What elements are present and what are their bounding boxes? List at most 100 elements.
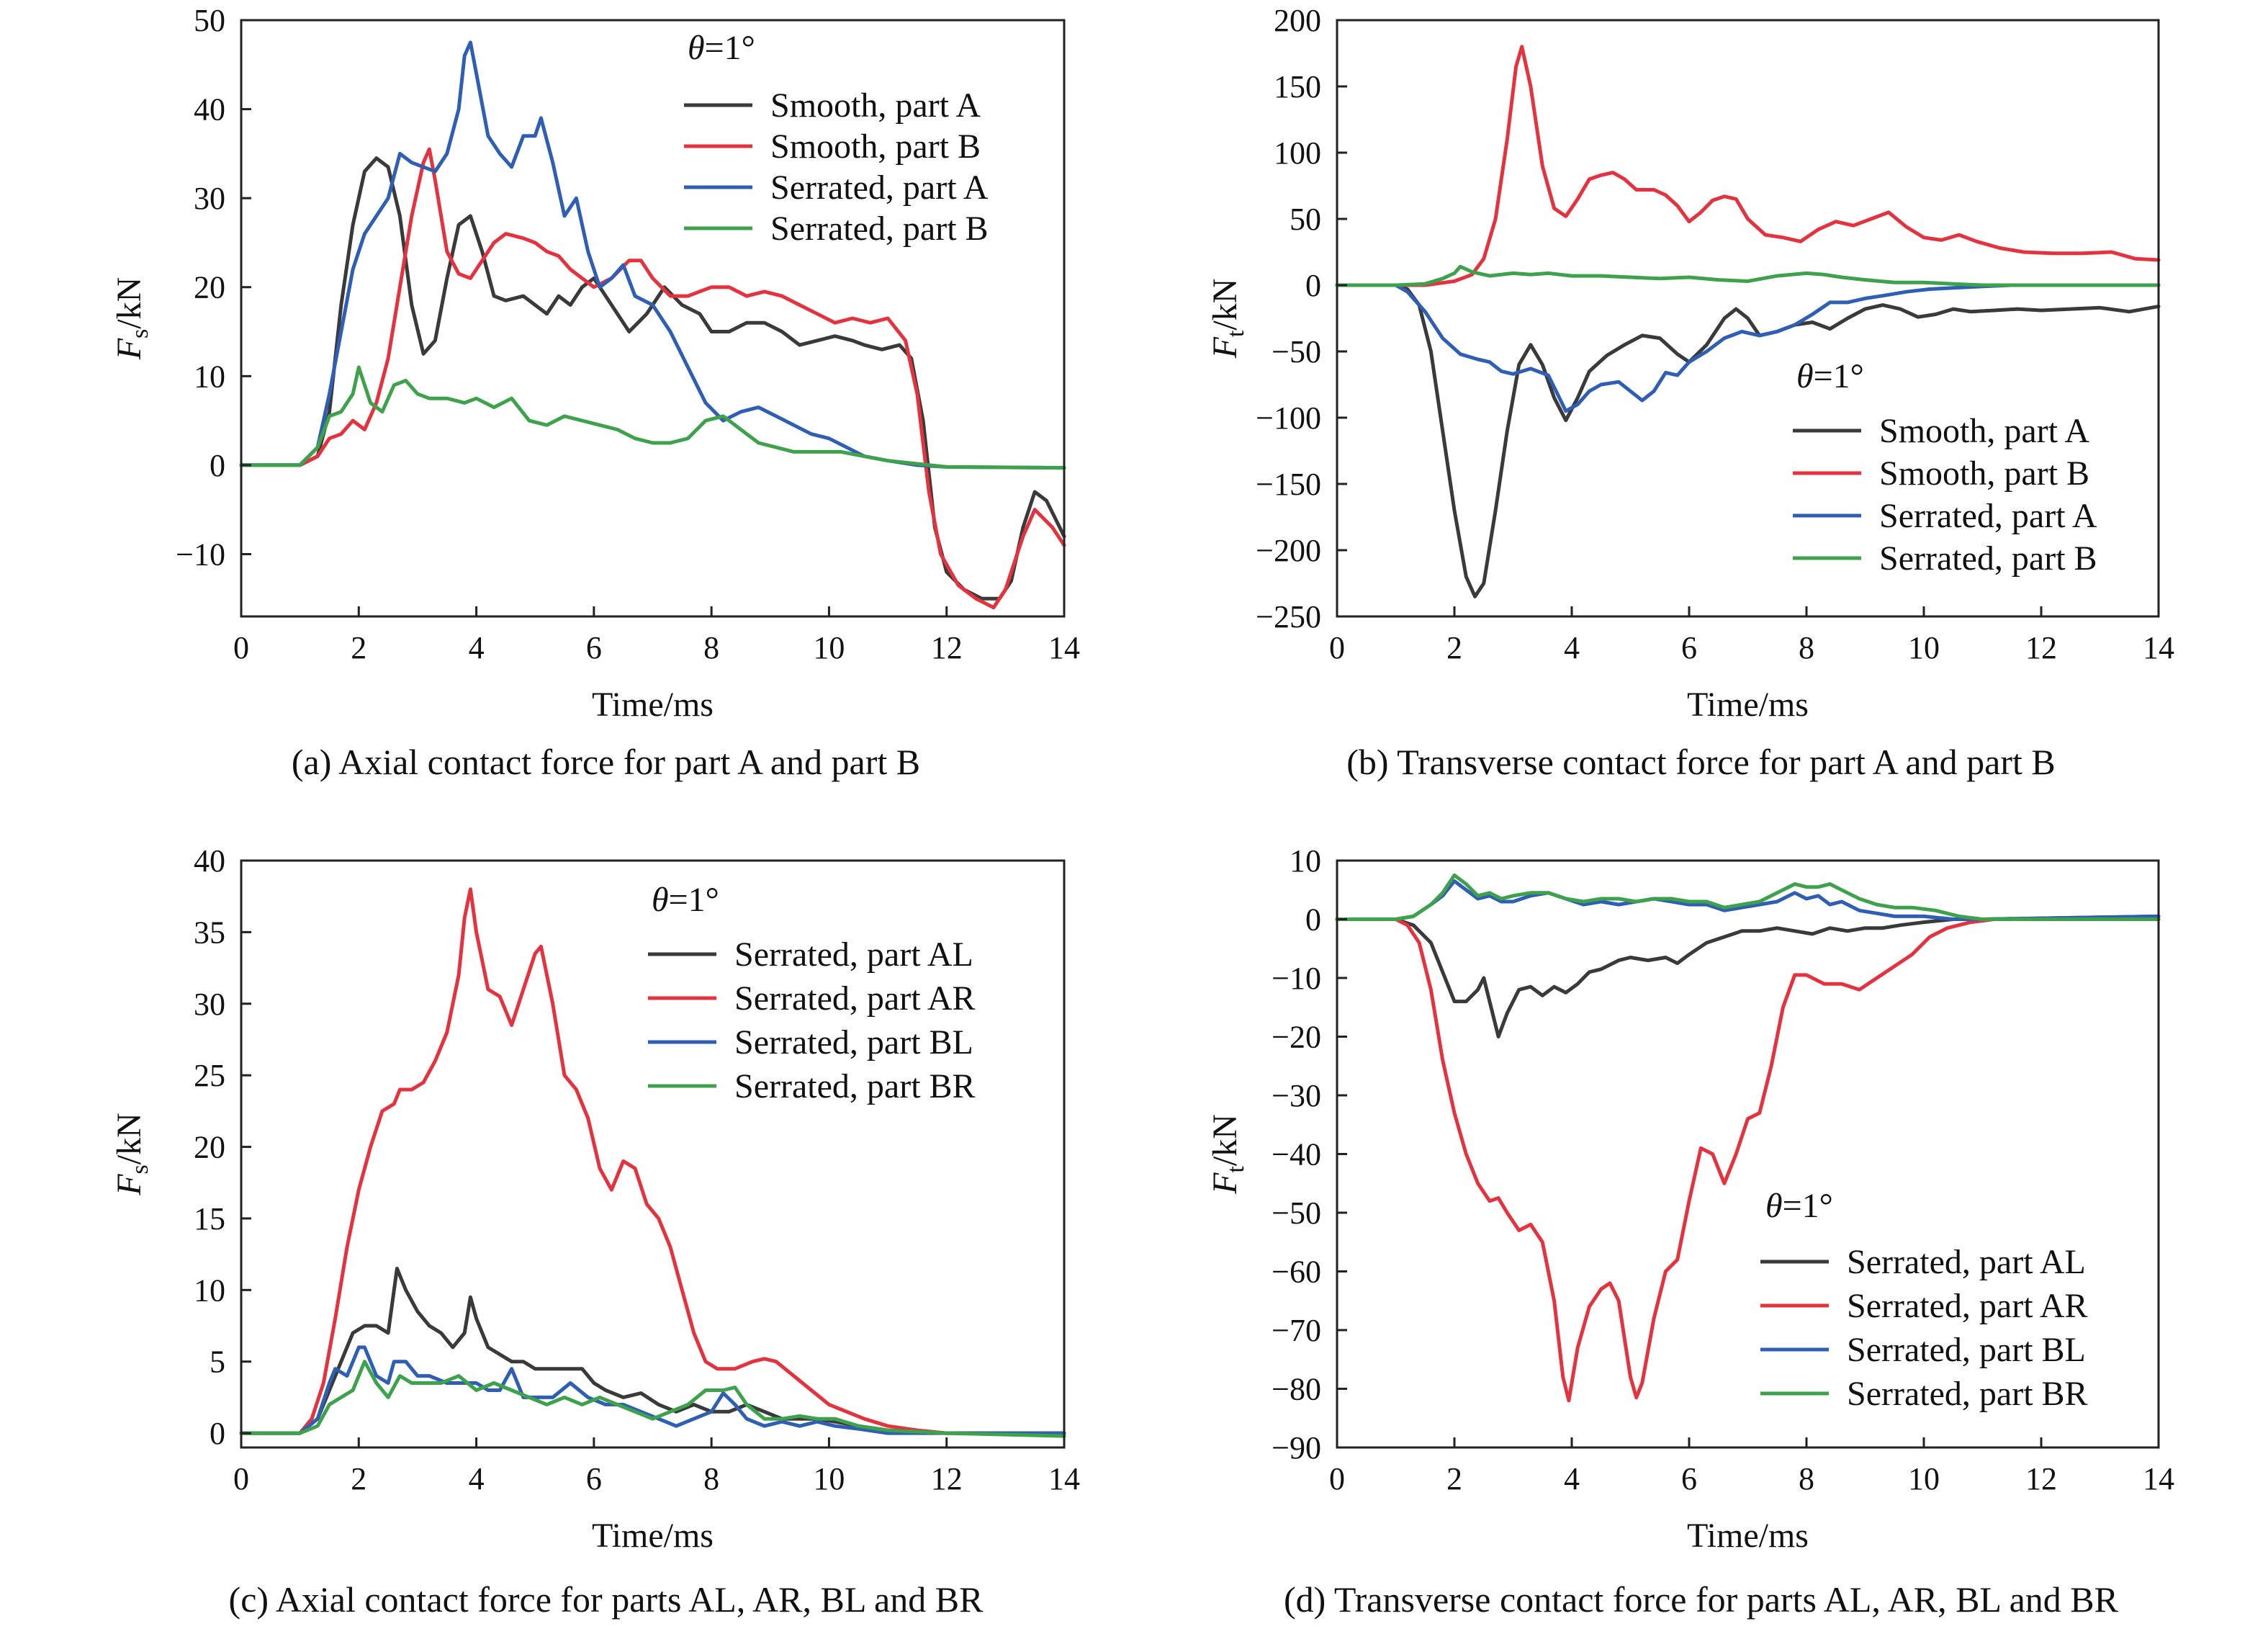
- theta-symbol: θ: [1765, 1187, 1783, 1225]
- y-tick-label: 10: [1290, 843, 1321, 879]
- y-axis-subscript: s: [127, 1164, 153, 1174]
- y-axis-subscript: t: [1223, 1166, 1249, 1173]
- y-tick-label: 0: [210, 1416, 225, 1451]
- x-tick-label: 4: [1564, 1461, 1580, 1496]
- legend-label: Serrated, part BR: [734, 1067, 976, 1105]
- x-tick-label: 4: [469, 1461, 485, 1496]
- y-tick-label: 35: [194, 915, 225, 950]
- y-tick-label: −10: [1272, 961, 1321, 996]
- y-axis-subscript: t: [1223, 330, 1249, 337]
- y-tick-label: 25: [194, 1058, 225, 1093]
- series-line-b-1: [1335, 45, 2161, 287]
- x-tick-label: 14: [1048, 1461, 1080, 1496]
- y-axis-unit: /kN: [110, 277, 148, 329]
- y-tick-label: 15: [194, 1201, 225, 1236]
- x-tick-label: 0: [1329, 630, 1345, 665]
- y-tick-label: 20: [194, 270, 225, 305]
- legend-label: Serrated, part BL: [734, 1023, 973, 1061]
- legend-label: Serrated, part AR: [1847, 1287, 2088, 1325]
- chart-panel-c: 0 2 4 6 8 10 12 14 0 5 10 15 20 25 30 35 40 Time/ms Fs/kN θ…: [110, 843, 1080, 1620]
- theta-value: =1°: [1783, 1187, 1833, 1225]
- legend-label: Serrated, part AL: [1847, 1243, 2086, 1281]
- panel-caption: (b) Transverse contact force for part A …: [1346, 742, 2055, 782]
- y-tick-label: −10: [176, 537, 225, 572]
- x-tick-label: 12: [931, 1461, 963, 1496]
- y-axis-symbol: F: [1206, 336, 1244, 359]
- x-axis-label: Time/ms: [592, 1517, 714, 1555]
- panel-caption: (a) Axial contact force for part A and p…: [292, 742, 920, 782]
- y-axis-symbol: F: [110, 1174, 148, 1196]
- series-line-d-3: [1335, 873, 2161, 921]
- y-tick-label: 0: [1305, 902, 1321, 938]
- x-tick-label: 4: [1564, 630, 1580, 665]
- x-tick-label: 2: [351, 1461, 366, 1496]
- series-line-c-3: [239, 1360, 1066, 1438]
- y-tick-label: 50: [1290, 202, 1321, 237]
- x-axis-label: Time/ms: [1687, 1517, 1809, 1555]
- y-tick-label: −30: [1272, 1078, 1321, 1113]
- x-tick-label: 12: [931, 630, 963, 665]
- legend-label: Serrated, part BL: [1847, 1331, 2086, 1369]
- series-line-d-2: [1335, 879, 2161, 921]
- chart-panel-d: 0 2 4 6 8 10 12 14 −90 −80 −70 −60 −50 −40 −30 −20 −10 0 1…: [1206, 843, 2174, 1620]
- series-line-b-3: [1335, 264, 2161, 287]
- theta-value: =1°: [705, 29, 755, 67]
- legend-label: Serrated, part AL: [734, 935, 973, 974]
- y-axis-label: Ft/kN: [1206, 279, 1249, 359]
- y-tick-label: 40: [194, 92, 225, 127]
- series-line-d-0: [1335, 914, 2161, 1038]
- legend-label: Serrated, part AR: [734, 979, 976, 1018]
- x-tick-label: 2: [351, 630, 366, 665]
- y-tick-label: −200: [1256, 533, 1321, 568]
- y-tick-label: −70: [1272, 1313, 1321, 1348]
- x-tick-label: 12: [2025, 1461, 2057, 1496]
- theta-annotation: θ=1°: [688, 29, 755, 67]
- y-tick-label: −50: [1272, 1195, 1321, 1231]
- x-tick-label: 10: [813, 1461, 845, 1496]
- y-tick-label: −20: [1272, 1020, 1321, 1055]
- x-tick-label: 12: [2025, 630, 2057, 665]
- x-axis-label: Time/ms: [1687, 686, 1809, 724]
- y-tick-label: 5: [210, 1345, 225, 1380]
- x-tick-label: 2: [1446, 630, 1462, 665]
- legend-label: Serrated, part B: [1879, 539, 2097, 578]
- y-tick-label: 30: [194, 987, 225, 1022]
- x-tick-label: 14: [2143, 1461, 2174, 1496]
- legend-label: Smooth, part B: [1879, 454, 2089, 493]
- y-tick-label: −80: [1272, 1372, 1321, 1407]
- y-axis-unit: /kN: [110, 1113, 148, 1164]
- y-tick-label: 100: [1274, 135, 1321, 171]
- theta-symbol: θ: [688, 29, 705, 67]
- y-tick-label: 150: [1274, 69, 1321, 104]
- x-tick-label: 10: [1908, 630, 1940, 665]
- y-tick-label: 0: [210, 448, 225, 483]
- y-tick-label: 10: [194, 359, 225, 394]
- y-axis-subscript: s: [127, 329, 153, 338]
- x-tick-label: 6: [1681, 630, 1697, 665]
- legend-label: Serrated, part B: [770, 210, 989, 248]
- y-tick-label: 0: [1305, 268, 1321, 303]
- y-axis-label: Fs/kN: [110, 277, 153, 361]
- theta-annotation: θ=1°: [1765, 1187, 1833, 1225]
- legend-label: Serrated, part A: [770, 169, 989, 207]
- chart-panel-a: 0 2 4 6 8 10 12 14 −10 0 10 20 30 40 50 Time/ms Fs/kN θ=1…: [110, 3, 1080, 782]
- y-axis-unit: /kN: [1206, 279, 1244, 331]
- y-axis-symbol: F: [110, 338, 148, 360]
- y-tick-label: −40: [1272, 1137, 1321, 1172]
- series-line-d-1: [1335, 917, 2161, 1403]
- y-tick-label: −250: [1256, 599, 1321, 634]
- y-tick-label: 20: [194, 1130, 225, 1165]
- y-tick-label: −90: [1272, 1430, 1321, 1465]
- legend-label: Serrated, part A: [1879, 497, 2097, 535]
- series-line-c-1: [239, 887, 1066, 1435]
- theta-value: =1°: [669, 881, 719, 919]
- plot-frame: [1336, 19, 2160, 618]
- x-tick-label: 6: [1681, 1461, 1697, 1496]
- x-tick-label: 8: [1799, 1461, 1814, 1496]
- y-axis-symbol: F: [1206, 1172, 1244, 1195]
- series-line-c-2: [239, 1345, 1066, 1435]
- y-tick-label: 200: [1274, 3, 1321, 38]
- x-tick-label: 10: [1908, 1461, 1940, 1496]
- y-axis-unit: /kN: [1206, 1114, 1244, 1166]
